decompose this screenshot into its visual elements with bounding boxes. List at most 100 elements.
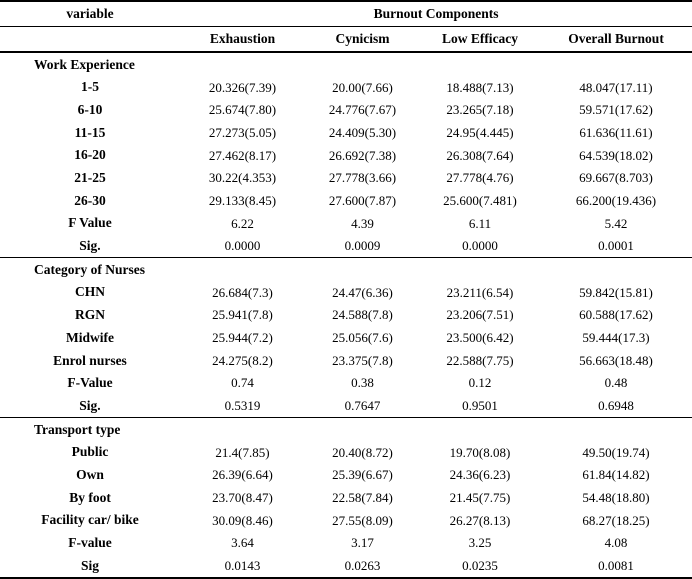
row-label: 6-10 bbox=[77, 101, 103, 117]
cell-value: 18.488(7.13) bbox=[446, 79, 514, 95]
cell-value: 69.667(8.703) bbox=[579, 170, 653, 186]
header-row-group: variable Burnout Components bbox=[0, 1, 692, 27]
cell-value: 21.45(7.75) bbox=[449, 489, 511, 505]
cell-value: 0.0001 bbox=[540, 234, 692, 259]
cell-value: 27.462(8.17) bbox=[208, 147, 277, 163]
cell-value: 61.84(14.82) bbox=[582, 467, 650, 483]
row-label: By foot bbox=[69, 489, 111, 505]
cell-value: 30.09(8.46) bbox=[212, 512, 273, 528]
variable-column-header: variable bbox=[0, 1, 180, 27]
cell-value: 22.588(7.75) bbox=[446, 352, 514, 368]
empty-header-cell bbox=[0, 26, 180, 53]
cell-value: 3.25 bbox=[468, 535, 492, 551]
table-row: 21-25 30.22(4.353) 27.778(3.66) 27.778(4.76… bbox=[0, 166, 692, 189]
cell-value: 59.571(17.62) bbox=[579, 102, 653, 118]
cell-value: 60.588(17.62) bbox=[579, 307, 653, 323]
row-label: Sig. bbox=[0, 394, 180, 419]
row-label: Own bbox=[76, 466, 104, 482]
table-row: F Value 6.22 4.39 6.11 5.42 bbox=[0, 212, 692, 235]
row-label: Midwife bbox=[66, 329, 114, 345]
cell-value: 26.39(6.64) bbox=[212, 467, 273, 483]
table-row: Public 21.4(7.85) 20.40(8.72) 19.70(8.08) 49… bbox=[0, 441, 692, 464]
row-label: 26-30 bbox=[74, 192, 106, 208]
cell-value: 23.206(7.51) bbox=[446, 307, 514, 323]
section-title-row: Work Experience bbox=[0, 52, 692, 76]
table-row: By foot 23.70(8.47) 22.58(7.84) 21.45(7.75)… bbox=[0, 486, 692, 509]
cell-value: 24.588(7.8) bbox=[332, 307, 393, 323]
cell-value: 19.70(8.08) bbox=[449, 444, 511, 460]
row-label: 11-15 bbox=[74, 124, 106, 140]
row-label: F-value bbox=[68, 535, 112, 551]
cell-value: 3.17 bbox=[351, 535, 374, 551]
cell-value: 24.275(8.2) bbox=[212, 352, 273, 368]
cell-value: 24.95(4.445) bbox=[446, 124, 514, 140]
column-header-cynicism: Cynicism bbox=[305, 26, 420, 53]
cell-value: 21.4(7.85) bbox=[215, 444, 270, 460]
cell-value: 61.636(11.61) bbox=[579, 124, 653, 140]
row-label: RGN bbox=[75, 307, 105, 323]
cell-value: 0.9501 bbox=[420, 394, 540, 419]
table-row: Sig. 0.0000 0.0009 0.0000 0.0001 bbox=[0, 234, 692, 259]
empty-cell bbox=[180, 418, 305, 441]
cell-value: 26.308(7.64) bbox=[446, 147, 514, 163]
cell-value: 26.692(7.38) bbox=[328, 147, 397, 163]
cell-value: 27.55(8.09) bbox=[332, 512, 393, 528]
cell-value: 24.36(6.23) bbox=[449, 467, 511, 483]
cell-value: 26.27(8.13) bbox=[449, 512, 511, 528]
cell-value: 0.6948 bbox=[540, 394, 692, 419]
table-row: 1-5 20.326(7.39) 20.00(7.66) 18.488(7.13) 48… bbox=[0, 76, 692, 99]
cell-value: 0.5319 bbox=[180, 394, 305, 419]
cell-value: 0.0000 bbox=[180, 234, 305, 259]
cell-value: 59.842(15.81) bbox=[579, 284, 653, 300]
cell-value: 49.50(19.74) bbox=[582, 444, 650, 460]
empty-cell bbox=[180, 52, 305, 76]
table-row: RGN 25.941(7.8) 24.588(7.8) 23.206(7.51) 60.… bbox=[0, 304, 692, 327]
section-title: Work Experience bbox=[34, 56, 135, 72]
cell-value: 29.133(8.45) bbox=[208, 192, 277, 208]
section-title-row: Transport type bbox=[0, 418, 692, 441]
column-header-overall-burnout: Overall Burnout bbox=[540, 26, 692, 53]
cell-value: 25.056(7.6) bbox=[332, 330, 393, 346]
cell-value: 0.0000 bbox=[420, 234, 540, 259]
row-label: Public bbox=[71, 444, 109, 460]
empty-cell bbox=[420, 258, 540, 281]
empty-cell bbox=[420, 52, 540, 76]
cell-value: 30.22(4.353) bbox=[208, 170, 277, 186]
row-label: 21-25 bbox=[74, 170, 106, 186]
cell-value: 6.11 bbox=[468, 215, 492, 231]
section-title-row: Category of Nurses bbox=[0, 258, 692, 281]
row-label: F-Value bbox=[67, 375, 113, 391]
cell-value: 23.70(8.47) bbox=[212, 489, 273, 505]
cell-value: 20.326(7.39) bbox=[208, 79, 277, 95]
cell-value: 5.42 bbox=[604, 215, 628, 231]
empty-cell bbox=[540, 258, 692, 281]
empty-cell bbox=[305, 418, 420, 441]
cell-value: 27.778(3.66) bbox=[328, 170, 397, 186]
empty-cell bbox=[540, 52, 692, 76]
cell-value: 23.500(6.42) bbox=[446, 330, 514, 346]
table-row: CHN 26.684(7.3) 24.47(6.36) 23.211(6.54) 59.… bbox=[0, 281, 692, 304]
cell-value: 48.047(17.11) bbox=[579, 79, 653, 95]
table-body: Work Experience 1-5 20.326(7.39) 20.00(7.66… bbox=[0, 52, 692, 578]
cell-value: 0.48 bbox=[604, 375, 628, 391]
table-row: Sig. 0.5319 0.7647 0.9501 0.6948 bbox=[0, 394, 692, 419]
row-label: CHN bbox=[75, 284, 105, 300]
cell-value: 26.684(7.3) bbox=[212, 284, 273, 300]
cell-value: 27.778(4.76) bbox=[446, 170, 514, 186]
table-row: 26-30 29.133(8.45) 27.600(7.87) 25.600(7.48… bbox=[0, 189, 692, 212]
empty-cell bbox=[180, 258, 305, 281]
cell-value: 0.0009 bbox=[305, 234, 420, 259]
table-header: variable Burnout Components Exhaustion C… bbox=[0, 1, 692, 53]
cell-value: 0.7647 bbox=[305, 394, 420, 419]
section-title: Transport type bbox=[34, 421, 121, 437]
table-row: 6-10 25.674(7.80) 24.776(7.67) 23.265(7.18)… bbox=[0, 98, 692, 121]
cell-value: 20.40(8.72) bbox=[332, 444, 393, 460]
cell-value: 64.539(18.02) bbox=[579, 147, 653, 163]
cell-value: 6.22 bbox=[231, 215, 254, 231]
column-header-exhaustion: Exhaustion bbox=[180, 26, 305, 53]
table-row: Own 26.39(6.64) 25.39(6.67) 24.36(6.23) 61.8… bbox=[0, 463, 692, 486]
cell-value: 0.0143 bbox=[224, 557, 261, 573]
row-label: Facility car/ bike bbox=[41, 512, 139, 528]
